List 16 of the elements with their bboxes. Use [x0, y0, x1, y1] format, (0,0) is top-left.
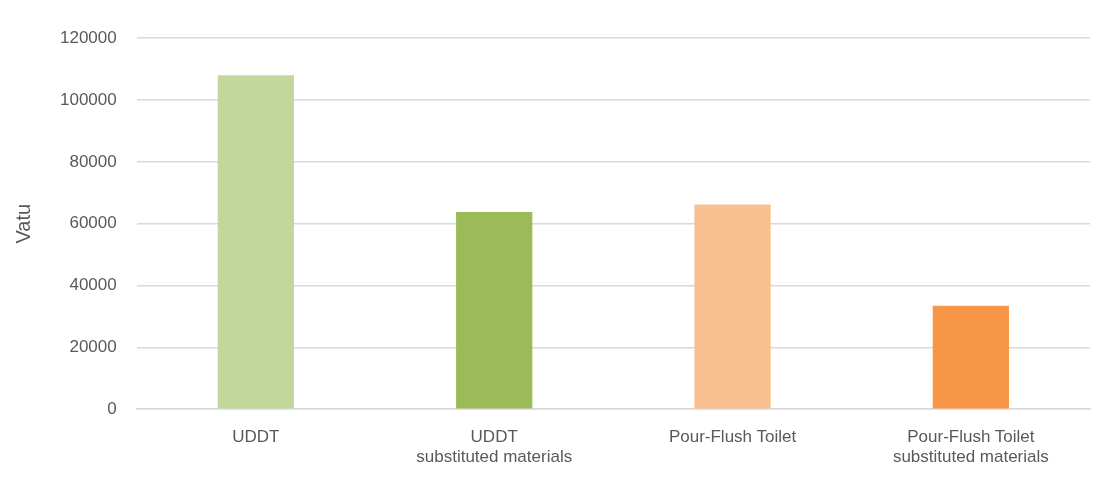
x-tick-label: UDDT	[232, 427, 280, 447]
y-tick-label: 80000	[69, 151, 117, 171]
bar	[694, 204, 771, 409]
y-tick-label: 120000	[59, 27, 117, 47]
bar	[456, 211, 533, 409]
y-tick-label: 40000	[69, 275, 117, 295]
y-tick-label: 0	[107, 398, 117, 418]
y-tick-label: 20000	[69, 337, 117, 357]
x-tick-label: Pour-Flush Toilet substituted materials	[892, 427, 1049, 467]
y-tick-label: 60000	[69, 213, 117, 233]
bar	[217, 75, 295, 409]
x-tick-label: UDDT substituted materials	[416, 427, 573, 467]
x-tick-label: Pour-Flush Toilet	[668, 427, 797, 447]
y-tick-label: 100000	[59, 89, 117, 109]
bar	[932, 305, 1009, 409]
y-axis-title: Vatu	[11, 203, 34, 244]
